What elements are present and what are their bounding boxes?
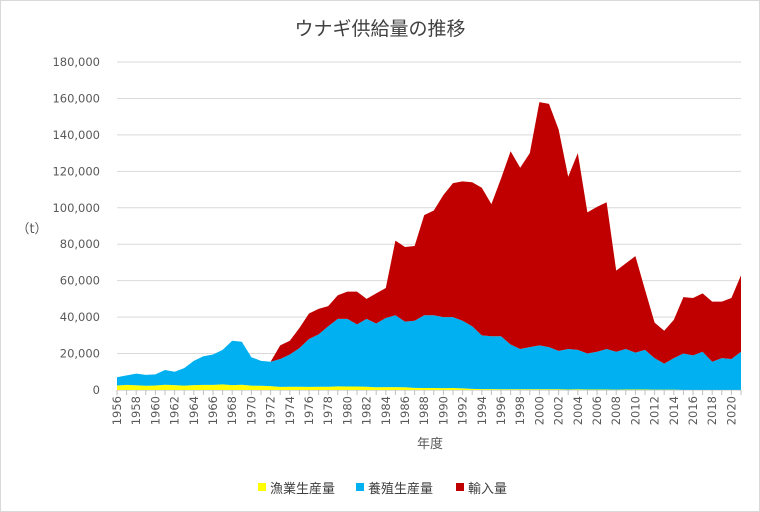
legend-label: 輸入量	[468, 482, 507, 497]
x-tick-label: 1970	[244, 396, 258, 425]
y-tick-label: 80,000	[60, 237, 100, 251]
x-tick-label: 1974	[283, 396, 297, 425]
x-tick-label: 1982	[360, 396, 374, 425]
x-tick-label: 1960	[148, 396, 162, 425]
legend-label: 養殖生産量	[368, 481, 433, 497]
x-tick-label: 1990	[436, 396, 450, 425]
x-tick-label: 2004	[571, 396, 585, 425]
area-養殖生産量	[117, 315, 741, 390]
x-tick-label: 1958	[129, 396, 143, 425]
x-tick-label: 1984	[379, 396, 393, 425]
legend-label: 漁業生産量	[270, 481, 335, 497]
x-tick-label: 1988	[417, 396, 431, 425]
y-axis-label: （t）	[16, 222, 47, 237]
legend-swatch	[258, 483, 266, 491]
x-axis-label: 年度	[417, 436, 443, 452]
x-tick-label: 1996	[494, 396, 508, 425]
x-tick-label: 1968	[225, 396, 239, 425]
chart-title: ウナギ供給量の推移	[294, 18, 465, 40]
x-tick-label: 1976	[302, 396, 316, 425]
y-tick-label: 100,000	[52, 201, 100, 215]
x-tick-label: 1962	[168, 396, 182, 425]
x-tick-label: 2000	[532, 396, 546, 425]
x-tick-label: 2008	[609, 396, 623, 425]
x-tick-label: 1998	[513, 396, 527, 425]
x-tick-label: 1966	[206, 396, 220, 425]
y-tick-label: 20,000	[60, 347, 100, 361]
x-tick-label: 1956	[110, 396, 124, 425]
x-tick-label: 2014	[667, 396, 681, 425]
y-tick-label: 40,000	[60, 310, 100, 324]
x-tick-label: 1986	[398, 396, 412, 425]
area-漁業生産量	[117, 384, 741, 390]
y-tick-label: 120,000	[52, 164, 100, 178]
legend-swatch	[356, 483, 364, 491]
x-tick-label: 2016	[686, 396, 700, 425]
x-tick-label: 2020	[724, 396, 738, 425]
x-tick-label: 1992	[456, 396, 470, 425]
area-輸入量	[117, 102, 741, 378]
y-tick-label: 0	[93, 383, 100, 397]
x-tick-label: 2018	[705, 396, 719, 425]
x-tick-label: 1994	[475, 396, 489, 425]
x-tick-label: 1980	[340, 396, 354, 425]
legend-swatch	[456, 483, 464, 491]
x-tick-label: 1978	[321, 396, 335, 425]
y-tick-label: 60,000	[60, 274, 100, 288]
x-tick-label: 2010	[628, 396, 642, 425]
x-tick-label: 2006	[590, 396, 604, 425]
x-tick-label: 2012	[648, 396, 662, 425]
x-tick-label: 1972	[264, 396, 278, 425]
y-tick-label: 180,000	[52, 55, 100, 69]
x-tick-label: 1964	[187, 396, 201, 425]
y-tick-label: 140,000	[52, 128, 100, 142]
y-tick-label: 160,000	[52, 91, 100, 105]
x-tick-label: 2002	[552, 396, 566, 425]
